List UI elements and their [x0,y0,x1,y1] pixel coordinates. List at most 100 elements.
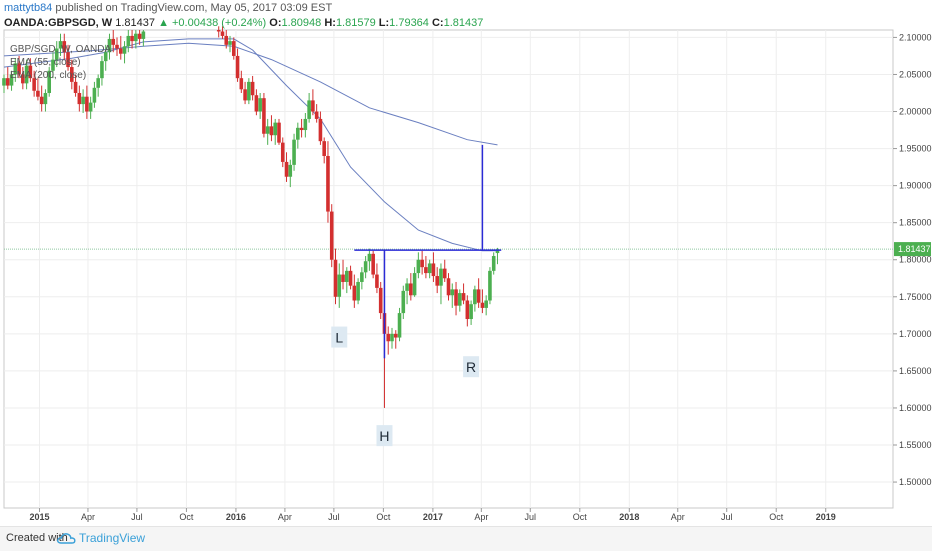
legend-ema-200[interactable]: EMA (200, close) [10,70,87,81]
candle-body [247,81,251,101]
candle-body [92,87,97,103]
y-tick-label: 1.60000 [899,403,932,413]
candle-body [254,95,259,112]
symbol-label: OANDA:GBPSGD, W [4,17,113,29]
candle-body [337,274,342,297]
candle-body [480,302,485,308]
pattern-annotations: L H R [331,144,502,447]
price-chart[interactable]: L H R 2.10000 2.05000 2.00000 1.95000 1.90000 1… [0,0,932,526]
candle-body [239,78,244,90]
candle-body [375,274,379,288]
x-tick-label: Oct [376,512,391,522]
candle-body [288,164,293,177]
candle-body [450,289,455,296]
tradingview-brand[interactable]: TradingView [79,531,146,545]
candle-body [371,253,375,275]
candle-body [427,263,432,274]
candle-body [134,33,138,42]
x-tick-label: Apr [278,512,292,522]
candle-body [326,155,330,212]
candle-body [420,259,424,268]
candle-body [126,35,131,47]
y-tick-label: 2.10000 [899,32,932,42]
candle-body [318,118,323,142]
tradingview-cloud-icon[interactable] [57,532,77,544]
candle-body [356,281,360,301]
candle-body [43,92,48,105]
candle-body [88,102,93,112]
high-label: H: [324,17,336,29]
candle-body [367,253,372,262]
candle-body [363,261,368,273]
candle-body [100,61,104,79]
low-label: L: [378,17,390,29]
ema-55-path [3,38,498,252]
candle-body [446,278,451,296]
plot-area [3,29,894,509]
candle-body [224,35,229,45]
candle-body [360,272,364,282]
y-tick-label: 2.05000 [899,69,932,79]
candle-body [401,290,406,314]
candle-body [390,333,394,342]
price-axis[interactable]: 2.10000 2.05000 2.00000 1.95000 1.90000 1.850… [893,32,932,487]
candle-body [277,122,281,143]
y-tick-label: 1.75000 [899,292,932,302]
candle-body [77,92,82,105]
candle-body [17,63,21,75]
candle-body [228,41,232,45]
candle-body [397,313,402,338]
open-value: 1.80948 [281,17,322,29]
candle-body [115,44,119,49]
legend-series[interactable]: GBP/SGD, W, OANDA [10,44,112,55]
candle-body [488,270,492,301]
x-tick-label: 2015 [30,512,50,522]
candle-body [235,55,240,79]
pattern-label-box [376,425,393,447]
candle-body [469,304,473,320]
x-tick-label: Oct [769,512,784,522]
y-tick-label: 1.50000 [899,477,932,487]
y-tick-label: 1.65000 [899,366,932,376]
candle-body [273,122,278,136]
created-with-text: Created with [6,532,68,544]
candle-body [322,141,326,156]
candle-body [269,126,274,136]
candle-body [73,81,78,93]
candle-body [9,74,14,86]
candle-body [262,98,266,134]
legend-ema-55[interactable]: EMA (55, close) [10,57,81,68]
candle-body [393,333,398,338]
candle-body [484,300,488,308]
pattern-label-r: R [466,359,476,375]
x-tick-label: 2017 [423,512,443,522]
candle-body [137,33,142,39]
candle-body [111,38,116,45]
candle-body [292,139,296,165]
candle-body [352,285,357,301]
candle-body [141,31,146,39]
candle-body [39,96,44,105]
candle-body [412,273,417,296]
candle-body [32,78,36,91]
candle-body [58,41,63,49]
candle-body [378,287,383,314]
candle-body [344,270,349,282]
x-tick-label: 2019 [816,512,836,522]
pattern-label-box [331,326,348,348]
time-axis[interactable]: 2015 Apr Jul Oct 2016 Apr Jul Oct 2017 Apr Jul Oct 2… [30,508,836,522]
publisher-username[interactable]: mattytb84 [4,2,53,14]
candle-body [409,283,413,296]
last-price-marker: 1.81437 [894,242,931,257]
candle-body [311,100,315,112]
candle-body [81,96,85,105]
candle-body [280,142,285,162]
y-tick-label: 1.90000 [899,181,932,191]
last-price-tag [894,242,931,257]
candle-body [348,270,353,286]
x-tick-label: Oct [573,512,588,522]
y-tick-label: 2.00000 [899,107,932,117]
high-value: 1.81579 [335,17,376,29]
candle-body [258,98,262,112]
y-tick-label: 1.85000 [899,218,932,228]
